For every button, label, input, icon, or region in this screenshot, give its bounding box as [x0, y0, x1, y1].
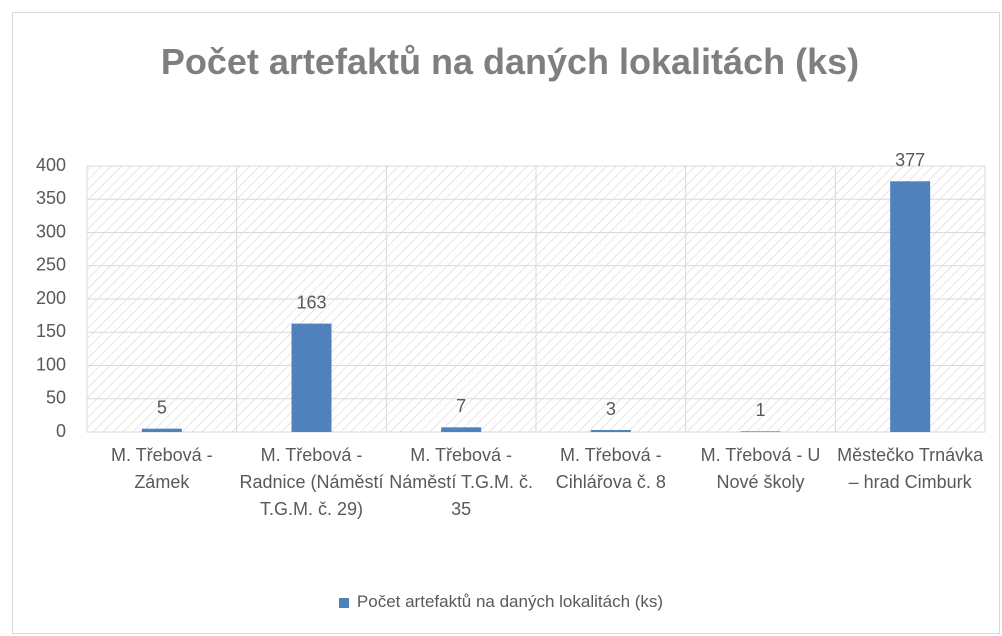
bar [590, 430, 631, 432]
data-label: 1 [755, 400, 765, 420]
chart-border [12, 12, 1000, 634]
y-tick-label: 300 [36, 221, 66, 241]
x-tick-label: M. Třebová - U Nové školy [700, 445, 821, 492]
bar [141, 428, 182, 432]
data-label: 5 [157, 397, 167, 417]
x-tick-label: Městečko Trnávka – hrad Cimburk [837, 445, 984, 492]
x-tick-label: M. Třebová - Radnice (Náměstí T.G.M. č. … [239, 445, 384, 519]
bar [740, 431, 781, 432]
y-tick-label: 0 [56, 421, 66, 441]
legend-label: Počet artefaktů na daných lokalitách (ks… [356, 592, 664, 611]
y-tick-label: 350 [36, 188, 66, 208]
data-label: 377 [895, 150, 925, 170]
chart-title: Počet artefaktů na daných lokalitách (ks… [160, 41, 860, 82]
y-tick-label: 100 [36, 354, 66, 374]
legend-swatch [338, 597, 349, 608]
data-label: 7 [456, 396, 466, 416]
bar [890, 181, 931, 432]
y-tick-label: 50 [46, 388, 66, 408]
x-tick-label: M. Třebová - Zámek [110, 445, 213, 492]
legend: Počet artefaktů na daných lokalitách (ks… [0, 592, 1002, 612]
x-tick-label: M. Třebová - Cihlářova č. 8 [555, 445, 666, 492]
y-tick-label: 200 [36, 288, 66, 308]
data-label: 3 [606, 399, 616, 419]
y-tick-label: 150 [36, 321, 66, 341]
bar [291, 323, 332, 432]
bar [441, 427, 482, 432]
y-tick-label: 400 [36, 155, 66, 175]
x-tick-label: M. Třebová - Náměstí T.G.M. č. 35 [389, 445, 533, 519]
y-tick-label: 250 [36, 255, 66, 275]
data-label: 163 [296, 292, 326, 312]
